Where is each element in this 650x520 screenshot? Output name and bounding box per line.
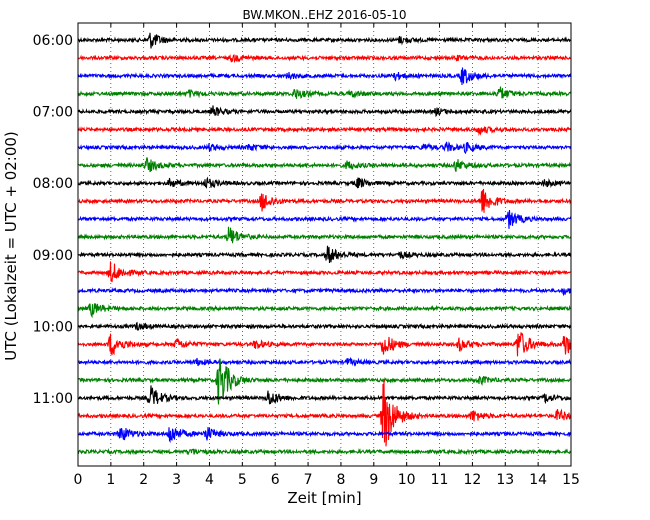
x-tick-label: 11: [431, 472, 449, 488]
y-tick-label: 07:00: [33, 105, 73, 121]
x-tick-label: 13: [496, 472, 514, 488]
trace-line-0900: [77, 245, 572, 264]
trace-line-0700: [77, 105, 572, 118]
trace-line-1000: [77, 321, 572, 331]
trace-line-0715: [77, 125, 572, 136]
y-tick-label: 06:00: [33, 33, 73, 49]
x-tick-label: 7: [304, 472, 313, 488]
x-tick-label: 14: [529, 472, 547, 488]
x-tick-label: 10: [398, 472, 416, 488]
x-tick-label: 5: [238, 472, 247, 488]
x-tick-label: 12: [463, 472, 481, 488]
trace-line-0600: [77, 32, 571, 49]
trace-line-0630: [77, 67, 572, 86]
trace-line-0745: [77, 157, 572, 173]
x-tick-label: 1: [106, 472, 115, 488]
trace-line-1100: [77, 385, 572, 405]
trace-line-0930: [77, 286, 572, 297]
trace-line-0800: [77, 176, 572, 189]
x-tick-label: 0: [74, 472, 83, 488]
y-tick-label: 10:00: [33, 319, 73, 335]
trace-line-1030: [77, 356, 572, 367]
trace-line-0915: [77, 261, 572, 283]
x-tick-label: 2: [139, 472, 148, 488]
trace-line-0815: [77, 188, 572, 213]
x-tick-label: 8: [336, 472, 345, 488]
y-tick-label: 08:00: [33, 176, 73, 192]
y-tick-label: 09:00: [33, 248, 73, 264]
trace-line-0645: [77, 86, 572, 99]
x-tick-label: 6: [271, 472, 280, 488]
x-tick-label: 3: [172, 472, 181, 488]
trace-line-1130: [77, 427, 572, 444]
trace-line-0830: [77, 209, 572, 229]
trace-line-1015: [77, 332, 572, 357]
x-axis-label: Zeit [min]: [287, 489, 361, 507]
x-tick-label: 15: [562, 472, 580, 488]
trace-group: [77, 32, 572, 456]
y-tick-label: 11:00: [33, 391, 73, 407]
trace-line-0615: [77, 54, 572, 64]
y-axis-ticks: 06:00 07:00 08:00 09:00 10:00 11:00: [33, 33, 571, 407]
x-tick-label: 9: [369, 472, 378, 488]
y-axis-label: UTC (Lokalzeit = UTC + 02:00): [2, 131, 20, 361]
trace-line-1145: [77, 447, 572, 456]
trace-line-0730: [77, 141, 572, 155]
trace-line-0845: [77, 226, 572, 244]
chart-title: BW.MKON..EHZ 2016-05-10: [242, 8, 406, 22]
trace-line-0945: [77, 303, 572, 319]
trace-line-1115: [77, 379, 572, 447]
plot-frame: [77, 22, 572, 467]
trace-line-1045: [77, 358, 572, 405]
x-tick-label: 4: [205, 472, 214, 488]
x-axis-ticks: 0 1 2 3 4 5 6 7 8 9 10 11 12 13 14 15: [74, 23, 580, 488]
